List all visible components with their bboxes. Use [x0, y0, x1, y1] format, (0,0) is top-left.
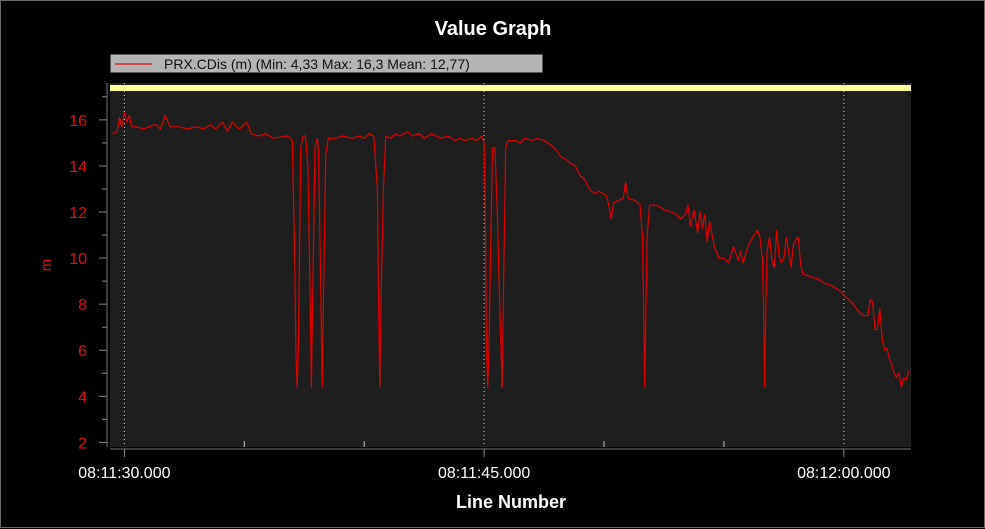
legend[interactable]: PRX.CDis (m) (Min: 4,33 Max: 16,3 Mean: … — [109, 53, 544, 74]
series-layer — [112, 112, 910, 388]
y-tick-label-16: 16 — [69, 113, 87, 130]
legend-box — [109, 53, 544, 74]
y-axis: 2 4 6 8 10 12 14 16 — [69, 96, 107, 452]
y-tick-label-10: 10 — [69, 251, 87, 268]
y-tick-label-4: 4 — [78, 389, 87, 406]
legend-label: PRX.CDis (m) (Min: 4,33 Max: 16,3 Mean: … — [164, 56, 470, 72]
y-tick-label-6: 6 — [78, 343, 87, 360]
plot-area[interactable] — [110, 83, 911, 447]
y-tick-label-14: 14 — [69, 159, 87, 176]
x-tick-label-2: 08:12:00.000 — [797, 465, 891, 482]
x-axis-label: Line Number — [456, 492, 566, 512]
y-tick-label-2: 2 — [78, 435, 87, 452]
x-axis: 08:11:30.000 08:11:45.000 08:12:00.000 — [78, 441, 891, 482]
limit-band — [110, 85, 911, 91]
x-tick-label-0: 08:11:30.000 — [78, 465, 170, 482]
y-tick-label-12: 12 — [69, 205, 87, 222]
x-tick-label-1: 08:11:45.000 — [438, 465, 530, 482]
series-line-0 — [112, 112, 910, 388]
y-tick-label-8: 8 — [78, 297, 87, 314]
chart-title: Value Graph — [435, 18, 552, 40]
y-axis-label: m — [38, 259, 55, 272]
